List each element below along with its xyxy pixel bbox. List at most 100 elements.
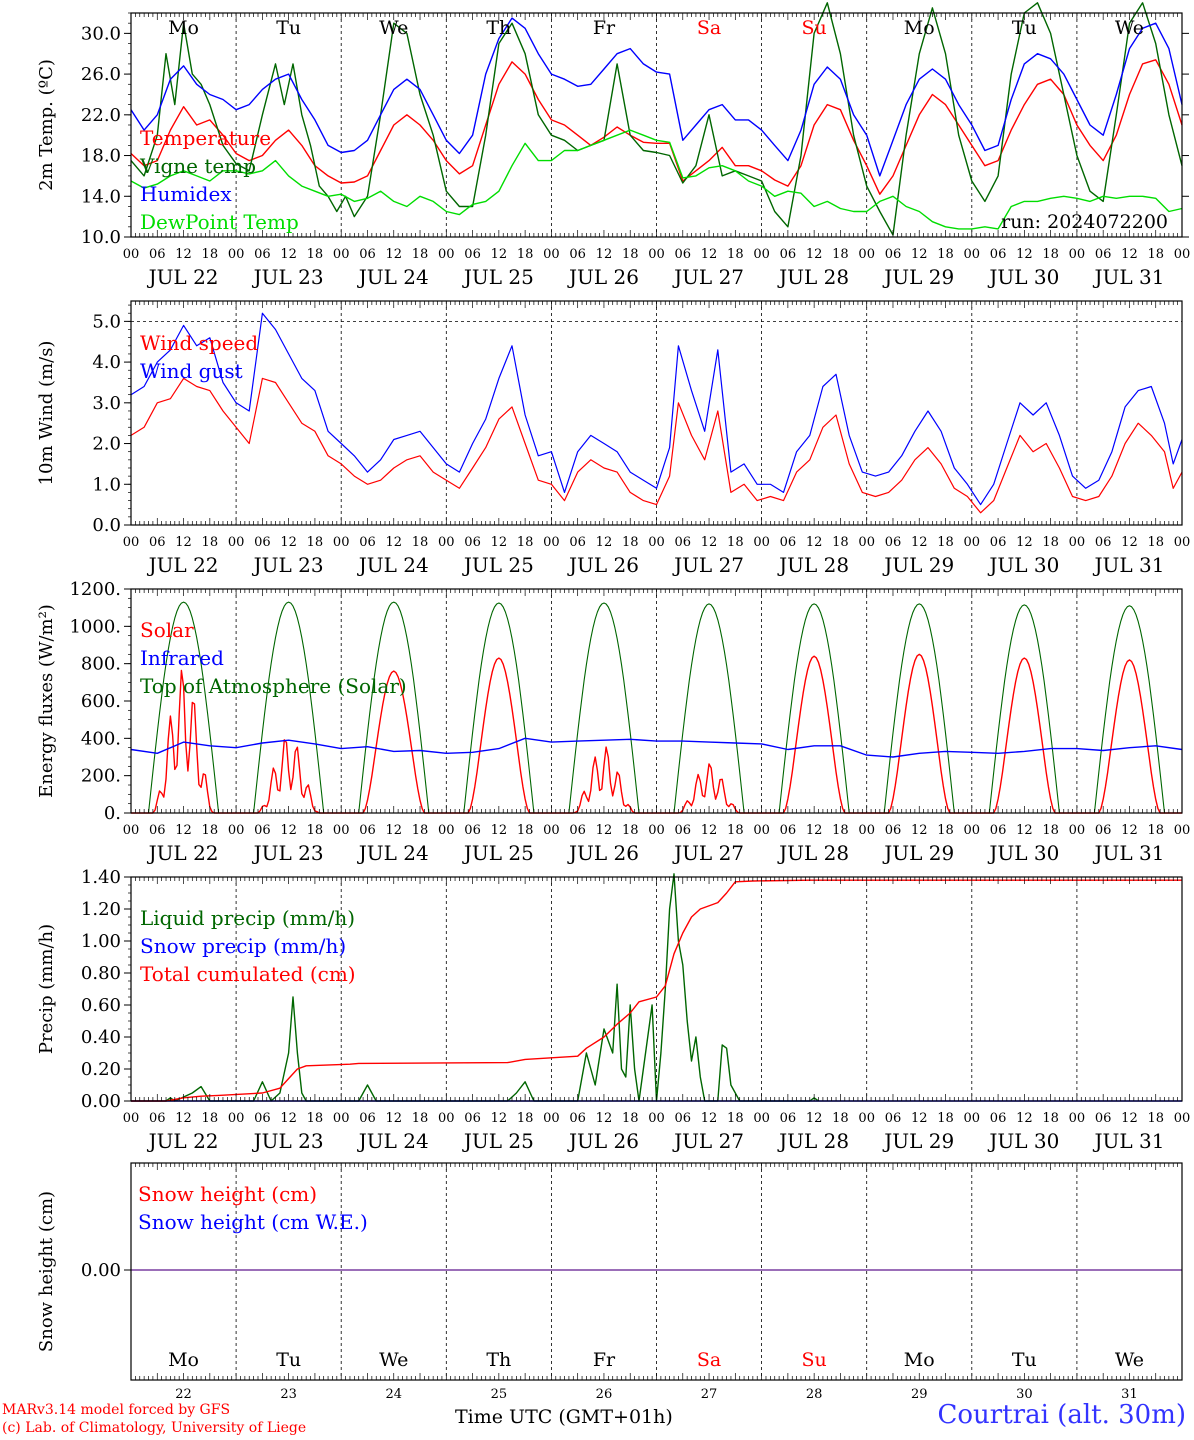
hour-tick-label: 00 xyxy=(333,1111,350,1126)
hour-tick-label: 12 xyxy=(175,247,192,262)
hour-tick-label: 18 xyxy=(1147,247,1164,262)
hour-tick-label: 06 xyxy=(675,535,692,550)
date-label: JUL 22 xyxy=(147,841,219,865)
hour-tick-label: 00 xyxy=(753,823,770,838)
hour-tick-label: 18 xyxy=(832,1111,849,1126)
hour-tick-label: 12 xyxy=(280,1111,297,1126)
model-credit: MARv3.14 model forced by GFS xyxy=(2,1402,231,1418)
hour-tick-label: 00 xyxy=(228,247,245,262)
hour-tick-label: 06 xyxy=(254,1111,271,1126)
hour-tick-label: 12 xyxy=(1121,823,1138,838)
hour-tick-label: 12 xyxy=(1016,823,1033,838)
date-label: JUL 28 xyxy=(777,265,849,289)
legend-entry: Liquid precip (mm/h) xyxy=(140,906,355,930)
date-label: JUL 28 xyxy=(777,553,849,577)
hour-tick-label: 18 xyxy=(412,535,429,550)
day-number-label: 26 xyxy=(596,1387,613,1402)
hour-tick-label: 00 xyxy=(648,247,665,262)
hour-tick-label: 00 xyxy=(228,823,245,838)
hour-tick-label: 18 xyxy=(937,1111,954,1126)
weekday-label-bottom: Tu xyxy=(1012,1349,1037,1371)
date-label: JUL 23 xyxy=(252,841,324,865)
panel-frame xyxy=(130,300,1183,526)
hour-tick-label: 12 xyxy=(1121,535,1138,550)
hour-tick-label: 12 xyxy=(175,1111,192,1126)
date-label: JUL 29 xyxy=(882,265,954,289)
hour-tick-label: 00 xyxy=(648,823,665,838)
series-line-temperature xyxy=(130,59,1183,195)
day-number-label: 24 xyxy=(385,1387,402,1402)
hour-tick-label: 00 xyxy=(123,247,140,262)
y-tick-label: 10.0 xyxy=(81,227,121,248)
hour-tick-label: 06 xyxy=(149,535,166,550)
hour-tick-label: 00 xyxy=(858,247,875,262)
y-tick-label: 0.60 xyxy=(81,995,121,1016)
hour-tick-label: 06 xyxy=(359,823,376,838)
hour-tick-label: 00 xyxy=(543,247,560,262)
hour-tick-label: 12 xyxy=(280,535,297,550)
date-label: JUL 30 xyxy=(987,265,1059,289)
y-tick-label: 800. xyxy=(81,654,121,675)
date-label: JUL 27 xyxy=(672,1129,744,1153)
legend-entry: DewPoint Temp xyxy=(140,210,299,234)
y-tick-label: 26.0 xyxy=(81,64,121,85)
hour-tick-label: 06 xyxy=(1095,1111,1112,1126)
day-number-label: 30 xyxy=(1016,1387,1033,1402)
hour-tick-label: 00 xyxy=(753,535,770,550)
hour-tick-label: 18 xyxy=(517,1111,534,1126)
panel-frame xyxy=(130,12,1183,238)
hour-tick-label: 06 xyxy=(569,247,586,262)
date-label: JUL 30 xyxy=(987,553,1059,577)
y-tick-label: 1.0 xyxy=(92,474,121,495)
date-label: JUL 24 xyxy=(357,1129,429,1153)
hour-tick-label: 12 xyxy=(596,823,613,838)
y-axis-title: Snow height (cm) xyxy=(36,1191,57,1352)
hour-tick-label: 18 xyxy=(727,1111,744,1126)
hour-tick-label: 00 xyxy=(1174,535,1191,550)
hour-tick-label: 12 xyxy=(1121,247,1138,262)
hour-tick-label: 06 xyxy=(675,1111,692,1126)
hour-tick-label: 06 xyxy=(990,535,1007,550)
date-label: JUL 26 xyxy=(567,553,639,577)
hour-tick-label: 18 xyxy=(307,247,324,262)
hour-tick-label: 00 xyxy=(543,1111,560,1126)
legend-entry: Total cumulated (cm) xyxy=(140,962,356,986)
legend-entry: Snow precip (mm/h) xyxy=(140,934,346,958)
hour-tick-label: 06 xyxy=(464,1111,481,1126)
hour-tick-label: 18 xyxy=(202,535,219,550)
legend-entry: Wind speed xyxy=(140,331,258,355)
date-label: JUL 27 xyxy=(672,841,744,865)
hour-tick-label: 18 xyxy=(937,535,954,550)
hour-tick-label: 06 xyxy=(149,1111,166,1126)
hour-tick-label: 18 xyxy=(622,535,639,550)
hour-tick-label: 18 xyxy=(727,535,744,550)
y-axis-title: 2m Temp. (ºC) xyxy=(36,59,57,191)
hour-tick-label: 00 xyxy=(333,247,350,262)
y-tick-label: 1200. xyxy=(69,579,121,600)
y-tick-label: 3.0 xyxy=(92,393,121,414)
hour-tick-label: 06 xyxy=(464,823,481,838)
hour-tick-label: 12 xyxy=(491,535,508,550)
hour-tick-label: 00 xyxy=(858,823,875,838)
hour-tick-label: 00 xyxy=(438,247,455,262)
hour-tick-label: 06 xyxy=(780,535,797,550)
hour-tick-label: 18 xyxy=(202,823,219,838)
hour-tick-label: 12 xyxy=(806,1111,823,1126)
hour-tick-label: 00 xyxy=(123,1111,140,1126)
lab-credit: (c) Lab. of Climatology, University of L… xyxy=(2,1420,307,1436)
hour-tick-label: 12 xyxy=(175,535,192,550)
legend-entry: Wind gust xyxy=(140,359,243,383)
hour-tick-label: 06 xyxy=(569,535,586,550)
hour-tick-label: 12 xyxy=(911,823,928,838)
hour-tick-label: 00 xyxy=(964,823,981,838)
hour-tick-label: 18 xyxy=(1147,1111,1164,1126)
hour-tick-label: 06 xyxy=(254,247,271,262)
hour-tick-label: 06 xyxy=(675,823,692,838)
date-label: JUL 31 xyxy=(1092,553,1164,577)
hour-tick-label: 06 xyxy=(885,1111,902,1126)
y-tick-label: 200. xyxy=(81,766,121,787)
y-tick-label: 1.20 xyxy=(81,899,121,920)
hour-tick-label: 18 xyxy=(307,535,324,550)
hour-tick-label: 06 xyxy=(254,823,271,838)
